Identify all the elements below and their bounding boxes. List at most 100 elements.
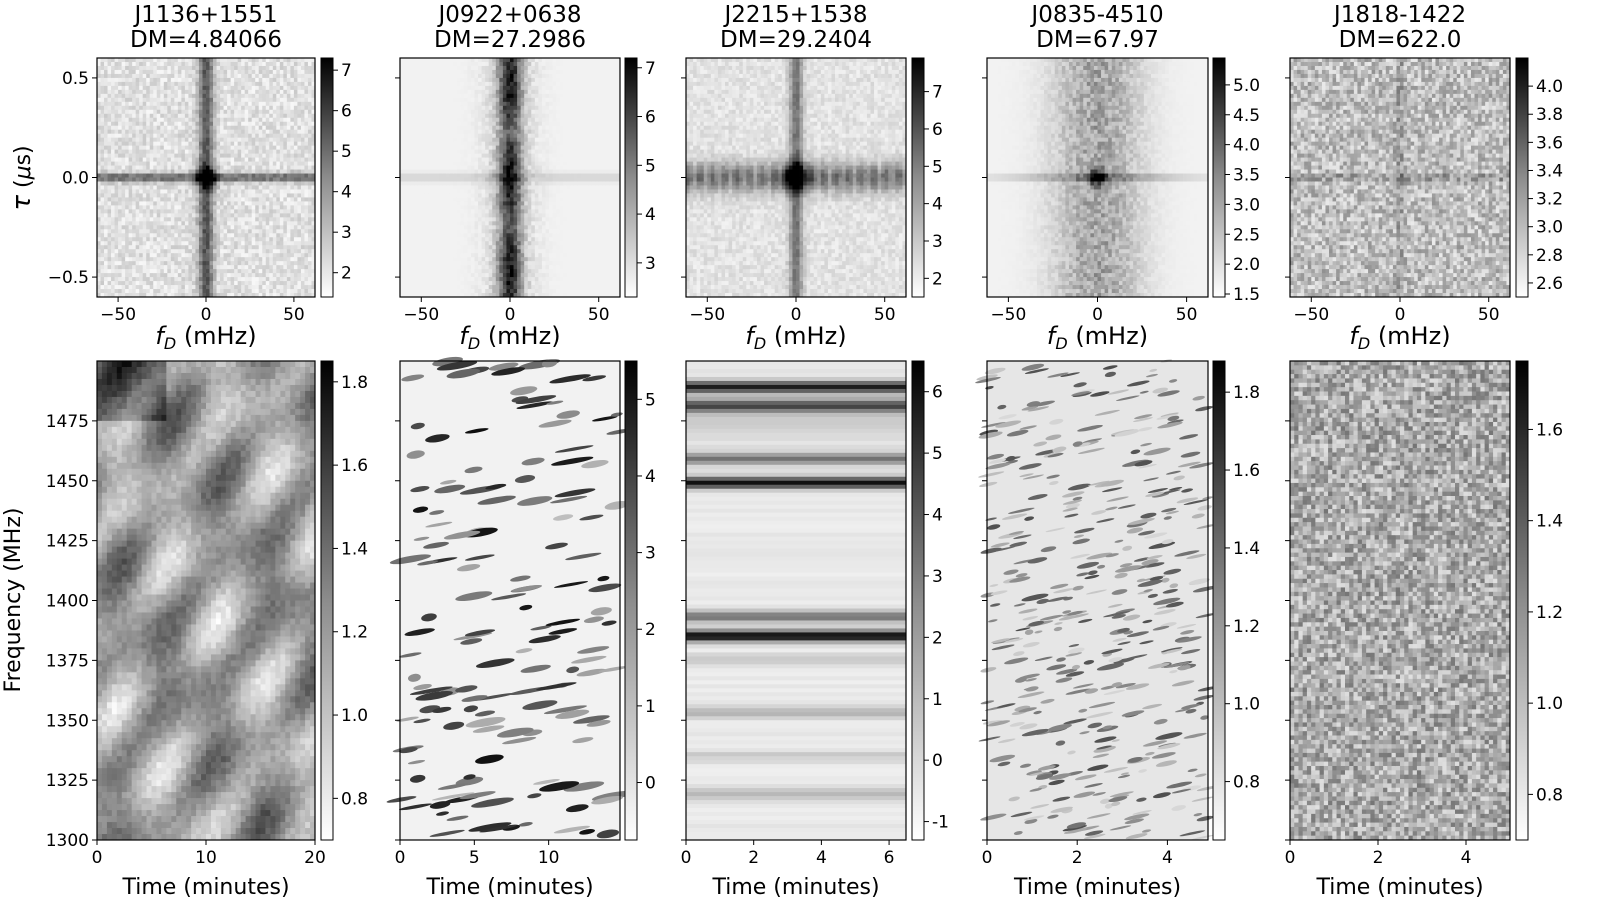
x-tick-label: 50 bbox=[588, 305, 610, 325]
y-axis-label: Frequency (MHz) bbox=[1, 508, 26, 693]
colorbar-top-4-tick-label: 2.0 bbox=[1233, 255, 1260, 275]
x-tick-label: −50 bbox=[403, 305, 439, 325]
colorbar-top-3-tick-label: 3 bbox=[932, 232, 943, 252]
colorbar-top-5-tick-label: 3.6 bbox=[1536, 133, 1563, 153]
x-tick-label: 0 bbox=[982, 848, 993, 868]
x-tick-label: 4 bbox=[1461, 848, 1472, 868]
colorbar-bottom-1-tick-label: 1.0 bbox=[341, 706, 368, 726]
x-tick-label: −50 bbox=[1293, 305, 1329, 325]
x-tick-label: 10 bbox=[538, 848, 560, 868]
colorbar-top-1-tick-label: 6 bbox=[341, 102, 352, 122]
x-tick-label: 6 bbox=[884, 848, 895, 868]
colorbar-top-4-tick-label: 4.5 bbox=[1233, 106, 1260, 126]
colorbar-top-4 bbox=[1213, 58, 1225, 297]
x-tick-label: 50 bbox=[1176, 305, 1198, 325]
y-tick-label: 1350 bbox=[46, 711, 89, 731]
colorbar-top-4-tick-label: 3.5 bbox=[1233, 166, 1260, 186]
colorbar-top-2-tick-label: 7 bbox=[645, 59, 656, 79]
colorbar-top-5 bbox=[1516, 58, 1528, 297]
dynamic-spectrum-4 bbox=[975, 359, 1219, 841]
colorbar-bottom-1-tick-label: 1.2 bbox=[341, 623, 368, 643]
y-tick-label: 1375 bbox=[46, 651, 89, 671]
plot-subtitle: DM=67.97 bbox=[1036, 27, 1159, 53]
colorbar-bottom-4-tick-label: 1.4 bbox=[1233, 539, 1260, 559]
colorbar-bottom-2-tick-label: 4 bbox=[645, 467, 656, 487]
x-tick-label: −50 bbox=[990, 305, 1026, 325]
colorbar-bottom-2-tick-label: 1 bbox=[645, 697, 656, 717]
y-tick-label: 1325 bbox=[46, 771, 89, 791]
y-tick-label: 0.5 bbox=[62, 69, 89, 89]
x-tick-label: 2 bbox=[748, 848, 759, 868]
colorbar-bottom-5-tick-label: 1.6 bbox=[1536, 420, 1563, 440]
colorbar-bottom-2-tick-label: 3 bbox=[645, 544, 656, 564]
colorbar-bottom-4-tick-label: 1.0 bbox=[1233, 695, 1260, 715]
x-axis-label: Time (minutes) bbox=[1013, 875, 1181, 900]
colorbar-top-1-tick-label: 4 bbox=[341, 183, 352, 203]
colorbar-bottom-2-tick-label: 0 bbox=[645, 774, 656, 794]
colorbar-top-3-tick-label: 6 bbox=[932, 120, 943, 140]
secondary-spectrum-1 bbox=[97, 58, 315, 297]
x-tick-label: 2 bbox=[1373, 848, 1384, 868]
x-axis-label: fD (mHz) bbox=[1349, 322, 1450, 353]
secondary-spectrum-3 bbox=[686, 58, 906, 297]
x-axis-label: fD (mHz) bbox=[459, 322, 560, 353]
colorbar-bottom-1-tick-label: 0.8 bbox=[341, 789, 368, 809]
colorbar-bottom-3-tick-label: 4 bbox=[932, 506, 943, 526]
colorbar-top-3-tick-label: 5 bbox=[932, 157, 943, 177]
x-axis-label: fD (mHz) bbox=[1047, 322, 1148, 353]
x-tick-label: 4 bbox=[1162, 848, 1173, 868]
colorbar-bottom-2-tick-label: 2 bbox=[645, 620, 656, 640]
secondary-spectrum-2 bbox=[400, 58, 620, 297]
colorbar-bottom-3-tick-label: 5 bbox=[932, 444, 943, 464]
plot-title: J0835-4510 bbox=[1029, 2, 1163, 28]
colorbar-bottom-5 bbox=[1516, 361, 1528, 840]
colorbar-bottom-3 bbox=[912, 361, 924, 840]
y-tick-label: 1425 bbox=[46, 532, 89, 552]
colorbar-bottom-4-tick-label: 1.8 bbox=[1233, 383, 1260, 403]
colorbar-bottom-3-tick-label: 6 bbox=[932, 383, 943, 403]
colorbar-top-3-tick-label: 2 bbox=[932, 269, 943, 289]
colorbar-top-2-tick-label: 4 bbox=[645, 205, 656, 225]
colorbar-bottom-2 bbox=[625, 361, 637, 840]
secondary-spectrum-4 bbox=[987, 58, 1208, 297]
colorbar-bottom-1-tick-label: 1.8 bbox=[341, 373, 368, 393]
x-tick-label: 2 bbox=[1072, 848, 1083, 868]
colorbar-bottom-3-tick-label: 2 bbox=[932, 628, 943, 648]
colorbar-bottom-4-tick-label: 1.6 bbox=[1233, 461, 1260, 481]
plot-subtitle: DM=4.84066 bbox=[130, 27, 282, 53]
colorbar-top-1-tick-label: 3 bbox=[341, 223, 352, 243]
dynamic-spectrum-1 bbox=[97, 361, 315, 840]
x-axis-label: Time (minutes) bbox=[1315, 875, 1483, 900]
plot-title: J0922+0638 bbox=[436, 2, 581, 28]
x-tick-label: 5 bbox=[469, 848, 480, 868]
y-tick-label: 1300 bbox=[46, 831, 89, 851]
colorbar-top-2-tick-label: 3 bbox=[645, 254, 656, 274]
plot-subtitle: DM=622.0 bbox=[1339, 27, 1462, 53]
colorbar-top-4-tick-label: 2.5 bbox=[1233, 225, 1260, 245]
colorbar-top-4-tick-label: 4.0 bbox=[1233, 136, 1260, 156]
colorbar-top-1 bbox=[321, 58, 333, 297]
x-tick-label: 10 bbox=[195, 848, 217, 868]
y-tick-label: −0.5 bbox=[48, 268, 89, 288]
plot-title: J1818-1422 bbox=[1332, 2, 1466, 28]
x-axis-label: Time (minutes) bbox=[425, 875, 593, 900]
colorbar-bottom-5-tick-label: 1.4 bbox=[1536, 512, 1563, 532]
colorbar-top-4-tick-label: 5.0 bbox=[1233, 76, 1260, 96]
colorbar-bottom-5-tick-label: 1.2 bbox=[1536, 603, 1563, 623]
colorbar-bottom-3-tick-label: -1 bbox=[932, 813, 949, 833]
colorbar-bottom-4 bbox=[1213, 361, 1225, 840]
x-axis-label: Time (minutes) bbox=[711, 875, 879, 900]
x-tick-label: −50 bbox=[100, 305, 136, 325]
colorbar-top-3-tick-label: 7 bbox=[932, 83, 943, 103]
colorbar-bottom-3-tick-label: 1 bbox=[932, 690, 943, 710]
colorbar-bottom-3-tick-label: 3 bbox=[932, 567, 943, 587]
colorbar-top-1-tick-label: 2 bbox=[341, 264, 352, 284]
x-tick-label: 50 bbox=[283, 305, 305, 325]
colorbar-top-4-tick-label: 1.5 bbox=[1233, 285, 1260, 305]
colorbar-top-5-tick-label: 3.4 bbox=[1536, 161, 1563, 181]
x-tick-label: 50 bbox=[1478, 305, 1500, 325]
x-axis-label: fD (mHz) bbox=[745, 322, 846, 353]
colorbar-top-5-tick-label: 2.6 bbox=[1536, 274, 1563, 294]
dynamic-spectrum-5 bbox=[1290, 361, 1510, 840]
